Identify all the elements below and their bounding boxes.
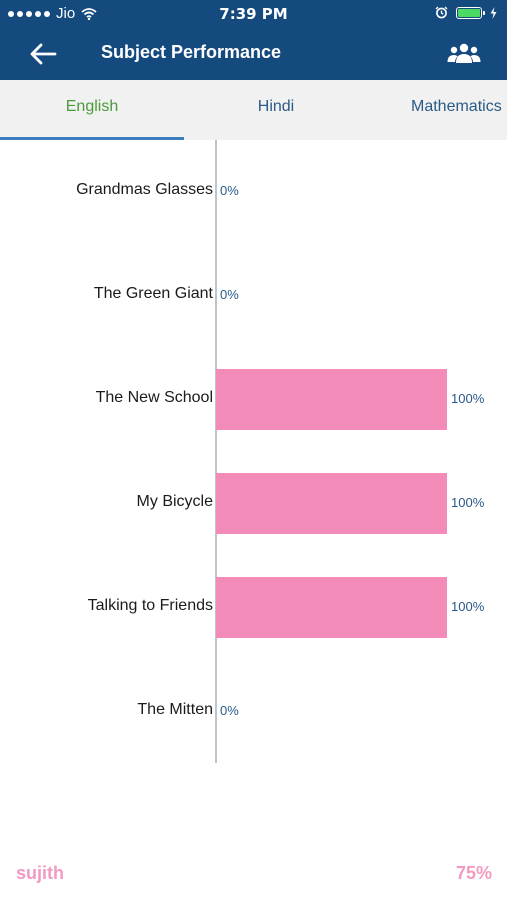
subject-tabs: English Hindi Mathematics — [0, 80, 507, 140]
category-label: Talking to Friends — [87, 597, 213, 614]
status-icons — [435, 6, 497, 19]
group-icon[interactable] — [447, 41, 481, 67]
chart-bar[interactable] — [216, 473, 447, 534]
value-label: 100% — [451, 599, 485, 614]
alarm-icon — [435, 6, 448, 19]
chart-row: Talking to Friends 100% — [0, 556, 507, 660]
status-time: 7:39 PM — [219, 5, 288, 23]
value-label: 0% — [220, 183, 239, 198]
back-arrow-icon[interactable] — [28, 40, 58, 68]
tab-english[interactable]: English — [65, 98, 119, 115]
tab-hindi[interactable]: Hindi — [257, 98, 295, 115]
student-name: sujith — [16, 863, 64, 883]
category-label: The Green Giant — [93, 285, 213, 302]
chart-row: The Mitten 0% — [0, 660, 507, 764]
category-label: My Bicycle — [136, 493, 213, 510]
app-header: Subject Performance — [0, 28, 507, 80]
chart-bar[interactable] — [216, 369, 447, 430]
chart-axis-line — [215, 140, 217, 763]
value-label: 100% — [451, 495, 485, 510]
page-title: Subject Performance — [101, 42, 282, 62]
value-label: 0% — [220, 287, 239, 302]
wifi-icon — [81, 7, 97, 20]
value-label: 0% — [220, 703, 239, 718]
carrier-info: Jio — [8, 5, 97, 22]
chart-row: Grandmas Glasses 0% — [0, 140, 507, 244]
category-label: The New School — [95, 389, 213, 406]
category-label: The Mitten — [137, 701, 213, 718]
performance-chart: Grandmas Glasses 0% The Green Giant 0% The N… — [0, 140, 507, 770]
charging-icon — [490, 6, 497, 19]
status-bar: Jio 7:39 PM — [0, 0, 507, 28]
signal-icon — [8, 10, 50, 17]
battery-icon — [456, 6, 485, 19]
chart-row: The Green Giant 0% — [0, 244, 507, 348]
category-label: Grandmas Glasses — [76, 181, 213, 198]
overall-percentage: 75% — [455, 863, 492, 883]
tab-mathematics[interactable]: Mathematics — [411, 98, 502, 115]
chart-bar[interactable] — [216, 577, 447, 638]
active-tab-indicator — [0, 137, 184, 140]
carrier-name: Jio — [56, 5, 76, 22]
value-label: 100% — [451, 391, 485, 406]
chart-row: The New School 100% — [0, 348, 507, 452]
chart-row: My Bicycle 100% — [0, 452, 507, 556]
